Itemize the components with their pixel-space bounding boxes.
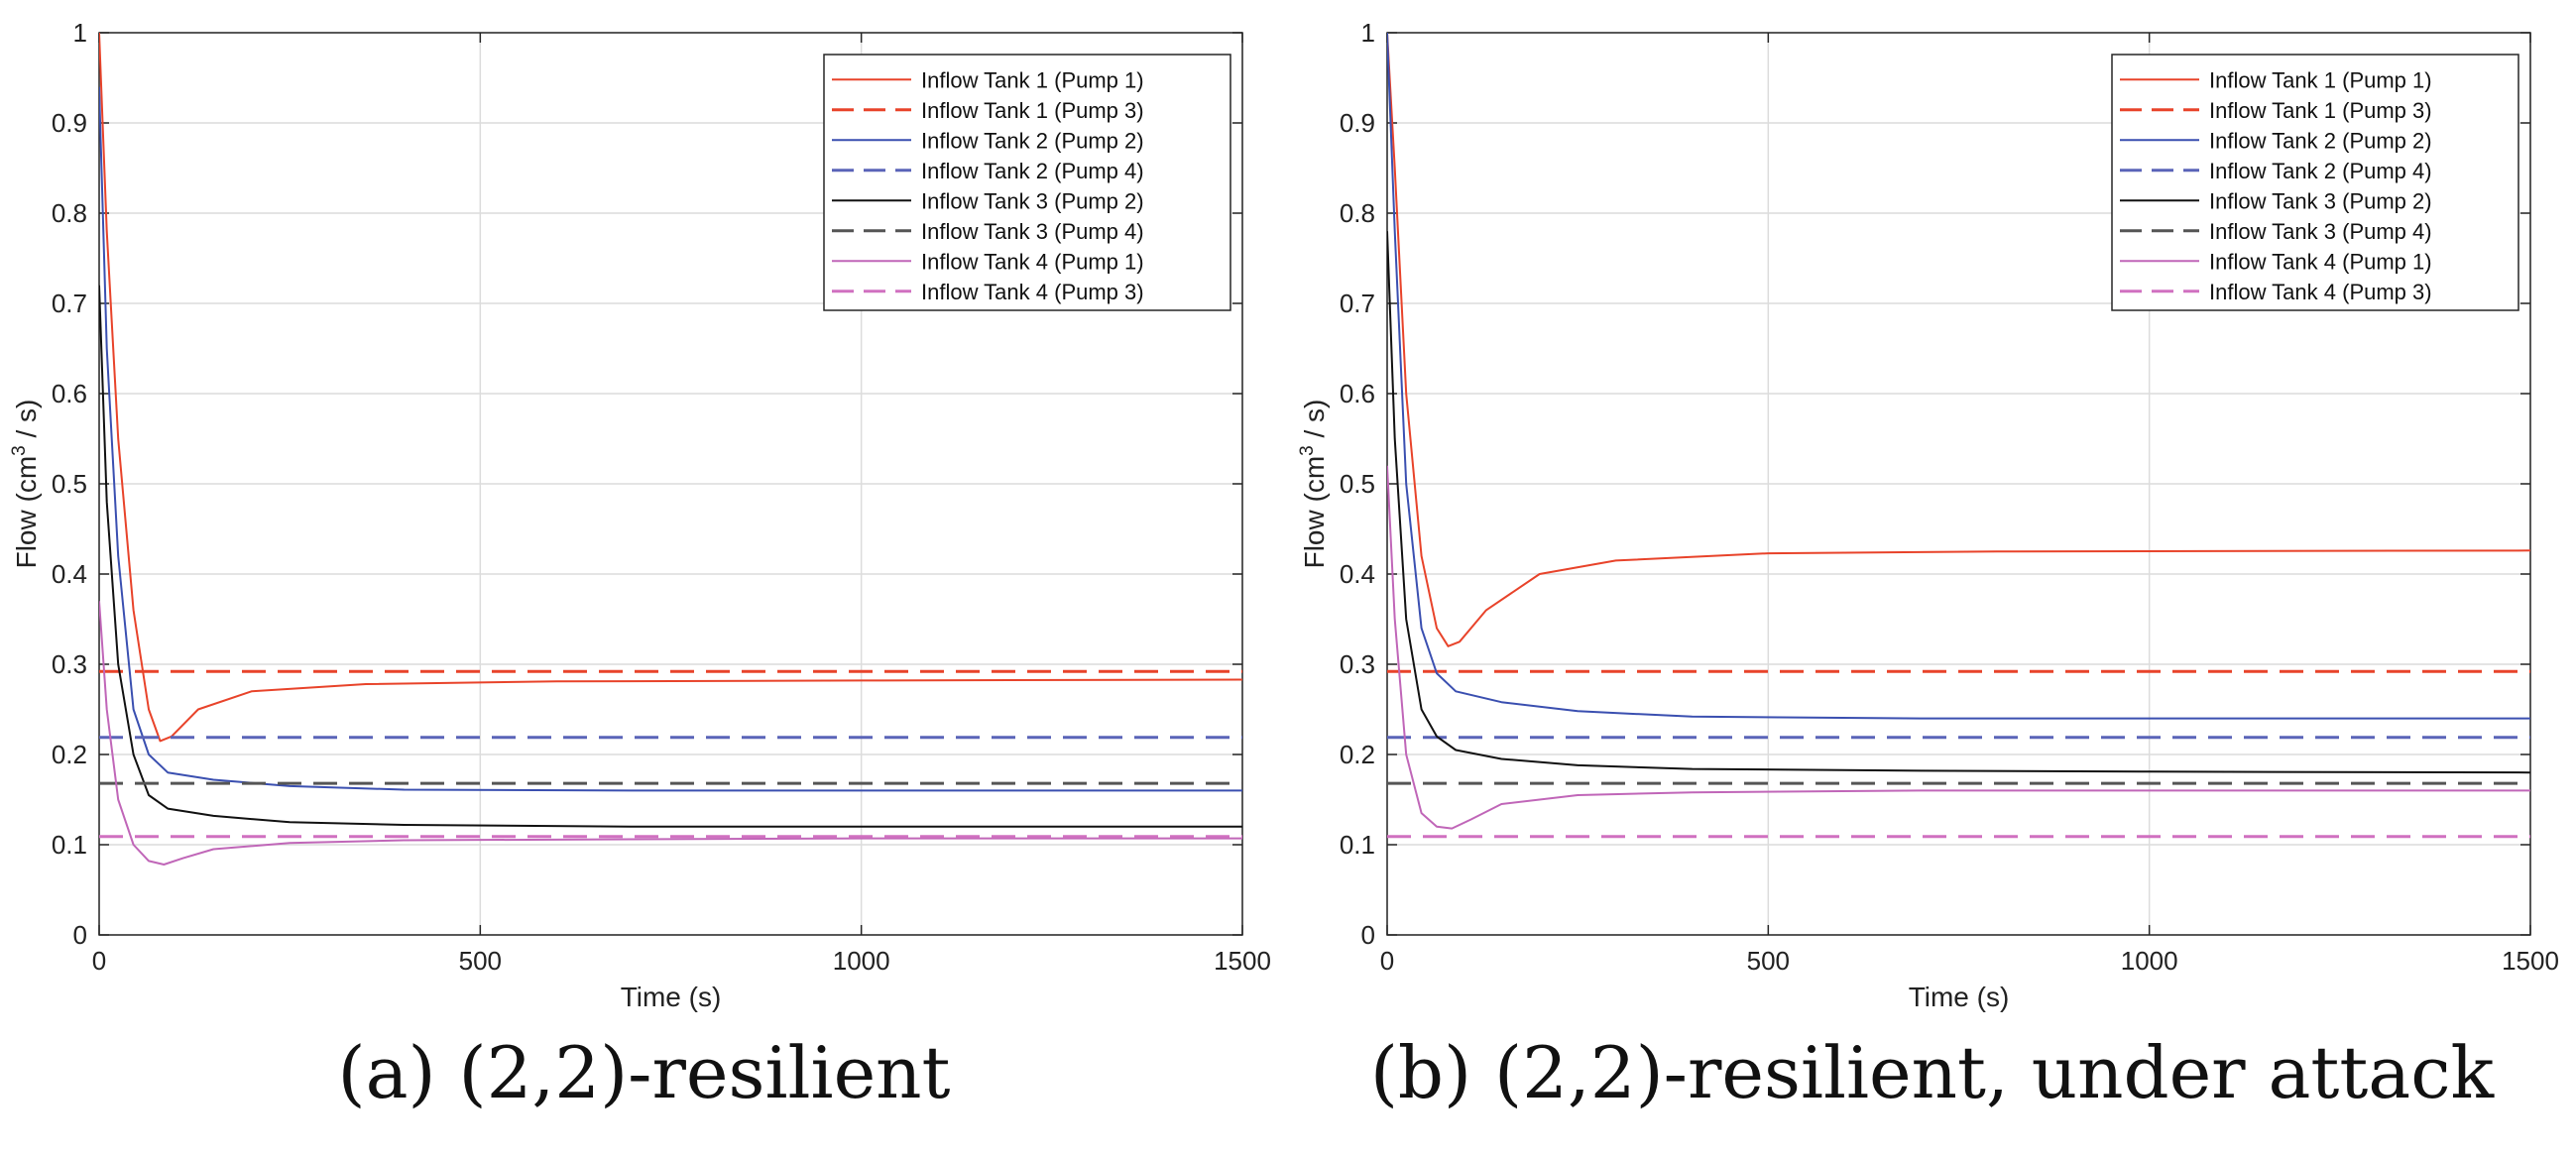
legend-box — [823, 54, 1231, 311]
legend-label: Inflow Tank 3 (Pump 2) — [921, 188, 1144, 213]
chart-a-svg: 0 500 1000 1500 0 0.1 0.2 0.3 0.4 0.5 0.6 0.7 0.8 0.9… — [9, 18, 1271, 1012]
y-axis-label-tail: / s) — [1299, 400, 1330, 446]
x-axis-label: Time (s) — [1909, 982, 2010, 1012]
legend-box — [2111, 54, 2519, 311]
y-tick-label: 0 — [1361, 920, 1375, 950]
legend-label: Inflow Tank 3 (Pump 4) — [921, 219, 1144, 244]
x-tick-label: 500 — [459, 946, 502, 976]
legend-label: Inflow Tank 4 (Pump 3) — [921, 280, 1144, 304]
legend-label: Inflow Tank 2 (Pump 2) — [921, 128, 1144, 153]
y-tick-label: 0.3 — [1340, 649, 1375, 679]
legend: Inflow Tank 1 (Pump 1) Inflow Tank 1 (Pum… — [823, 54, 1231, 311]
y-tick-label: 1 — [1361, 18, 1375, 48]
series-line-7 — [1387, 465, 2530, 830]
legend-label: Inflow Tank 3 (Pump 2) — [2209, 188, 2432, 213]
y-tick-label: 0.7 — [1340, 289, 1375, 318]
series-group — [1387, 33, 2530, 839]
y-axis-label-main: Flow (cm — [1299, 456, 1330, 569]
series-line-3 — [99, 86, 1242, 792]
y-tick-label: 0 — [73, 920, 87, 950]
y-tick-label: 0.4 — [52, 559, 87, 589]
ticks: 0 500 1000 1500 0 0.1 0.2 0.3 0.4 0.5 0.6 0.7 0.8 0.9… — [52, 18, 1271, 976]
x-tick-label: 0 — [92, 946, 106, 976]
y-axis-label-sup: 3 — [1297, 445, 1318, 456]
legend-label: Inflow Tank 1 (Pump 1) — [921, 67, 1144, 92]
y-tick-label: 0.8 — [52, 198, 87, 228]
legend-label: Inflow Tank 2 (Pump 2) — [2209, 128, 2432, 153]
chart-b-svg: 0 500 1000 1500 0 0.1 0.2 0.3 0.4 0.5 0.6 0.7 0.8 0.9… — [1297, 18, 2559, 1012]
x-tick-label: 1000 — [833, 946, 890, 976]
y-tick-label: 0.2 — [52, 740, 87, 769]
y-tick-label: 0.1 — [1340, 830, 1375, 860]
series-line-5 — [99, 285, 1242, 828]
x-axis-label: Time (s) — [621, 982, 722, 1012]
y-tick-label: 0.7 — [52, 289, 87, 318]
chart-caption: (a) (2,2)-resilient — [337, 1031, 951, 1114]
y-axis-label-tail: / s) — [11, 400, 42, 446]
x-tick-label: 1500 — [1214, 946, 1271, 976]
y-tick-label: 0.6 — [52, 379, 87, 408]
x-tick-label: 1500 — [2502, 946, 2559, 976]
legend-label: Inflow Tank 3 (Pump 4) — [2209, 219, 2432, 244]
y-tick-label: 1 — [73, 18, 87, 48]
legend-label: Inflow Tank 4 (Pump 3) — [2209, 280, 2432, 304]
y-tick-label: 0.8 — [1340, 198, 1375, 228]
y-tick-label: 0.1 — [52, 830, 87, 860]
legend-label: Inflow Tank 1 (Pump 1) — [2209, 67, 2432, 92]
y-tick-label: 0.4 — [1340, 559, 1375, 589]
y-tick-label: 0.9 — [1340, 108, 1375, 138]
y-axis-label-main: Flow (cm — [11, 456, 42, 569]
y-tick-label: 0.3 — [52, 649, 87, 679]
legend: Inflow Tank 1 (Pump 1) Inflow Tank 1 (Pum… — [2111, 54, 2519, 311]
legend-label: Inflow Tank 1 (Pump 3) — [921, 98, 1144, 123]
legend-label: Inflow Tank 2 (Pump 4) — [2209, 159, 2432, 183]
series-line-7 — [99, 601, 1242, 866]
y-tick-label: 0.9 — [52, 108, 87, 138]
y-tick-label: 0.5 — [1340, 469, 1375, 499]
ticks: 0 500 1000 1500 0 0.1 0.2 0.3 0.4 0.5 0.6 0.7 0.8 0.9… — [1340, 18, 2559, 976]
x-tick-label: 1000 — [2121, 946, 2178, 976]
chart-panel-b: 0 500 1000 1500 0 0.1 0.2 0.3 0.4 0.5 0.6 0.7 0.8 0.9… — [1288, 0, 2576, 1158]
series-line-5 — [1387, 231, 2530, 774]
y-axis-label: Flow (cm3 / s) — [9, 400, 42, 569]
y-tick-label: 0.2 — [1340, 740, 1375, 769]
y-tick-label: 0.5 — [52, 469, 87, 499]
y-axis-label: Flow (cm3 / s) — [1297, 400, 1330, 569]
x-tick-label: 0 — [1380, 946, 1394, 976]
x-tick-label: 500 — [1747, 946, 1790, 976]
chart-panel-a: 0 500 1000 1500 0 0.1 0.2 0.3 0.4 0.5 0.6 0.7 0.8 0.9… — [9, 18, 1271, 1114]
y-tick-label: 0.6 — [1340, 379, 1375, 408]
chart-caption: (b) (2,2)-resilient, under attack — [1369, 1031, 2495, 1114]
legend-label: Inflow Tank 4 (Pump 1) — [921, 249, 1144, 274]
series-line-1 — [1387, 33, 2530, 647]
legend-label: Inflow Tank 4 (Pump 1) — [2209, 249, 2432, 274]
y-axis-label-sup: 3 — [9, 445, 30, 456]
legend-label: Inflow Tank 1 (Pump 3) — [2209, 98, 2432, 123]
legend-label: Inflow Tank 2 (Pump 4) — [921, 159, 1144, 183]
series-group — [99, 33, 1242, 866]
series-line-3 — [1387, 33, 2530, 720]
